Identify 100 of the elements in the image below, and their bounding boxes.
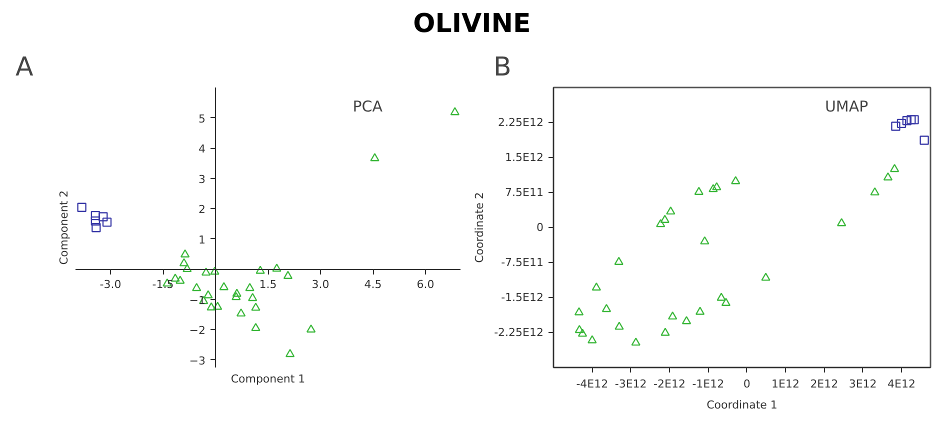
point xyxy=(731,176,740,184)
y-tick-label: -2.25E12 xyxy=(494,326,544,339)
x-tick-label: -3.0 xyxy=(100,278,122,292)
point xyxy=(883,172,893,180)
point xyxy=(695,306,705,315)
x-tick-label: -1E12 xyxy=(692,378,724,390)
point xyxy=(450,107,460,116)
point xyxy=(836,218,846,226)
point xyxy=(204,290,213,298)
point xyxy=(285,348,295,358)
point xyxy=(90,210,100,220)
y-tick-label: 3 xyxy=(198,172,206,186)
text: A xyxy=(16,52,34,82)
x-tick-label: 4E12 xyxy=(888,378,916,390)
point xyxy=(574,324,584,334)
point xyxy=(236,308,246,317)
point xyxy=(245,282,254,292)
y-tick-label: −2 xyxy=(189,324,206,338)
x-tick-label: 4.5 xyxy=(364,278,382,292)
x-axis-title: Component 1 xyxy=(230,372,306,386)
point xyxy=(232,288,242,297)
point xyxy=(370,153,380,162)
x-tick-label: 6.0 xyxy=(416,278,434,292)
point xyxy=(761,272,770,281)
point xyxy=(700,236,710,244)
point xyxy=(870,187,880,196)
x-tick-label: 2E12 xyxy=(810,378,838,390)
point xyxy=(668,311,678,320)
x-tick-label: -2E12 xyxy=(654,378,686,390)
x-axis-title: Coordinate 1 xyxy=(706,398,778,412)
point xyxy=(920,136,929,145)
x-tick-label: 1E12 xyxy=(772,378,800,390)
point xyxy=(631,338,640,346)
point xyxy=(206,302,216,310)
point xyxy=(182,264,192,272)
y-tick-label: −3 xyxy=(189,354,206,368)
annotation: UMAP xyxy=(824,98,868,116)
point xyxy=(896,118,906,128)
point xyxy=(256,266,265,274)
point xyxy=(694,186,704,195)
y-axis-title: Coordinate 2 xyxy=(473,192,486,263)
point xyxy=(910,115,919,124)
point xyxy=(656,219,666,228)
y-tick-label: -1.5E12 xyxy=(501,291,544,304)
y-tick-label: 4 xyxy=(198,142,206,156)
point xyxy=(92,223,101,232)
point xyxy=(251,322,260,332)
x-tick-label: 3E12 xyxy=(848,378,877,390)
point xyxy=(891,122,900,131)
point xyxy=(180,249,190,258)
y-tick-label: 2 xyxy=(198,203,206,216)
x-tick-label: 0 xyxy=(743,378,750,390)
y-tick-label: 2.25E12 xyxy=(498,116,544,129)
point xyxy=(666,206,676,215)
annotation: PCA xyxy=(352,98,384,116)
point xyxy=(272,264,282,272)
y-tick-label: 1 xyxy=(198,233,206,246)
point xyxy=(574,307,584,316)
point xyxy=(248,292,258,302)
x-tick-label: 3.0 xyxy=(312,278,330,292)
y-tick-label: 0 xyxy=(536,221,544,234)
y-axis-title: Component 2 xyxy=(58,190,70,265)
point xyxy=(102,218,112,227)
point xyxy=(708,184,718,192)
point xyxy=(716,292,726,301)
point xyxy=(179,258,189,266)
point xyxy=(592,282,602,291)
point xyxy=(682,316,692,324)
chart-title: OLIVINE xyxy=(413,8,531,41)
point xyxy=(192,282,202,292)
x-tick-label: -3E12 xyxy=(614,378,647,390)
point xyxy=(578,328,588,337)
x-tick-label: -4E12 xyxy=(576,378,608,390)
point xyxy=(170,274,180,282)
point xyxy=(660,328,670,336)
y-tick-label: 7.5E11 xyxy=(505,186,544,199)
point xyxy=(90,216,100,226)
point xyxy=(902,116,912,126)
point xyxy=(201,268,211,276)
point xyxy=(176,276,185,284)
point xyxy=(213,302,222,310)
point xyxy=(77,202,86,212)
point xyxy=(251,302,260,311)
point xyxy=(232,292,241,300)
x-tick-label: -1.5 xyxy=(152,278,174,292)
point xyxy=(890,164,900,172)
point xyxy=(588,335,597,344)
point xyxy=(614,256,624,265)
y-tick-label: -7.5E11 xyxy=(501,256,544,269)
point xyxy=(283,270,293,279)
point xyxy=(98,212,108,222)
point xyxy=(219,282,228,290)
point xyxy=(660,214,670,223)
x-tick-label: 1.5 xyxy=(259,278,277,292)
y-tick-label: 1.5E12 xyxy=(505,151,544,164)
point xyxy=(602,304,612,312)
point xyxy=(306,324,316,333)
point xyxy=(210,266,220,275)
point xyxy=(614,322,624,330)
y-tick-label: 5 xyxy=(198,112,206,126)
